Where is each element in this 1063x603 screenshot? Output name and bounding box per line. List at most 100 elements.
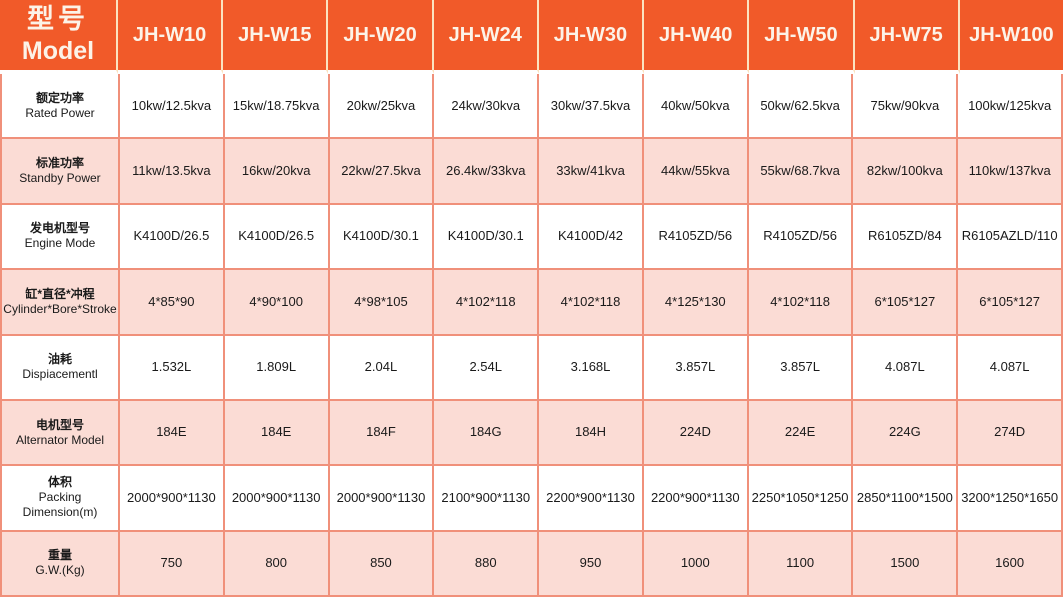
value-cell: 4*90*100 [224,270,330,336]
value-cell: 30kw/37.5kva [539,74,644,140]
value-cell: 82kw/100kva [853,139,959,205]
value-cell: 11kw/13.5kva [120,139,225,205]
value-cell: 224G [853,400,959,467]
value-cell: 1600 [958,531,1063,597]
value-cell: 100kw/125kva [958,74,1063,140]
row-label-en: Rated Power [25,105,95,120]
row-label-cn: 标准功率 [35,156,84,171]
value-cell: 224E [748,400,854,467]
value-cell: 40kw/50kva [643,74,749,140]
value-cell: 4*125*130 [643,270,749,336]
table-row: 电机型号 Alternator Model 184E 184E 184F 184G 184H… [0,400,1063,467]
value-cell: K4100D/26.5 [120,204,225,271]
value-cell: 4*85*90 [120,270,225,336]
table-row: 标准功率 Standby Power 11kw/13.5kva 16kw/20kva 2… [0,139,1063,205]
value-cell: 1100 [748,531,854,597]
value-cell: 1500 [853,531,959,597]
value-cell: 3.168L [539,335,644,401]
value-cell: 1.532L [120,335,225,401]
row-label-en: Alternator Model [15,432,105,447]
value-cell: R4105ZD/56 [643,204,749,271]
value-cell: 6*105*127 [958,270,1063,336]
row-label-cn: 额定功率 [35,90,84,105]
value-cell: 2.04L [329,335,435,401]
model-header-cell: 型号 Model [0,0,118,74]
row-label-cn: 电机型号 [35,417,84,432]
value-cell: 184H [539,400,644,467]
model-label-en: Model [21,37,95,66]
value-cell: 800 [224,531,330,597]
value-cell: 15kw/18.75kva [224,74,330,140]
value-cell: 2850*1100*1500 [853,466,959,532]
value-cell: K4100D/30.1 [434,204,540,271]
row-label: 油耗 Dispiacementl [2,335,120,401]
value-cell: 850 [329,531,435,597]
table-row: 缸*直径*冲程 Cylinder*Bore*Stroke 4*85*90 4*90*1… [0,270,1063,336]
row-label: 缸*直径*冲程 Cylinder*Bore*Stroke [2,270,120,336]
column-header-jh-w24: JH-W24 [433,0,539,74]
value-cell: 3.857L [643,335,749,401]
column-header-jh-w30: JH-W30 [538,0,645,74]
value-cell: K4100D/42 [539,204,644,271]
value-cell: R6105AZLD/110 [958,204,1063,271]
value-cell: 4.087L [958,335,1063,401]
value-cell: 274D [958,400,1063,467]
value-cell: 10kw/12.5kva [120,74,225,140]
table-row: 重量 G.W.(Kg) 750 800 850 880 950 1000 1100 1500 160… [0,531,1063,597]
value-cell: 750 [120,531,225,597]
value-cell: 3.857L [748,335,854,401]
model-label-cn: 型号 [27,3,89,34]
row-label-en: G.W.(Kg) [35,563,85,578]
column-header-jh-w20: JH-W20 [328,0,434,74]
row-label: 发电机型号 Engine Mode [2,204,120,271]
value-cell: 4.087L [853,335,959,401]
value-cell: 16kw/20kva [224,139,330,205]
value-cell: 2000*900*1130 [120,466,225,532]
value-cell: 2250*1050*1250 [748,466,854,532]
column-header-jh-w40: JH-W40 [644,0,750,74]
row-label-en: Packing Dimension(m) [22,490,98,520]
value-cell: 950 [539,531,644,597]
value-cell: K4100D/30.1 [329,204,435,271]
value-cell: 2200*900*1130 [643,466,749,532]
value-cell: 184G [434,400,540,467]
value-cell: 184E [120,400,225,467]
value-cell: 33kw/41kva [539,139,644,205]
value-cell: 24kw/30kva [434,74,540,140]
row-label-en: Cylinder*Bore*Stroke [3,301,117,316]
value-cell: 4*98*105 [329,270,435,336]
value-cell: R4105ZD/56 [748,204,854,271]
value-cell: 2200*900*1130 [539,466,644,532]
column-header-jh-w15: JH-W15 [223,0,329,74]
value-cell: R6105ZD/84 [853,204,959,271]
value-cell: 1.809L [224,335,330,401]
value-cell: 4*102*118 [434,270,540,336]
column-header-jh-w50: JH-W50 [749,0,855,74]
table-row: 体积 Packing Dimension(m) 2000*900*1130 2000*… [0,466,1063,532]
column-header-jh-w75: JH-W75 [854,0,960,74]
value-cell: 2.54L [434,335,540,401]
value-cell: 1000 [643,531,749,597]
value-cell: 2000*900*1130 [329,466,435,532]
row-label: 标准功率 Standby Power [2,139,120,205]
row-label-cn: 缸*直径*冲程 [25,286,95,301]
table-row: 额定功率 Rated Power 10kw/12.5kva 15kw/18.75kva… [0,74,1063,140]
row-label-cn: 体积 [47,475,72,490]
row-label-en: Dispiacementl [22,367,98,382]
row-label-en: Engine Mode [24,236,96,251]
row-label-cn: 油耗 [47,352,72,367]
table-row: 发电机型号 Engine Mode K4100D/26.5 K4100D/26.5 K4… [0,204,1063,271]
column-header-jh-w100: JH-W100 [959,0,1063,74]
column-header-jh-w10: JH-W10 [118,0,224,74]
table-row: 油耗 Dispiacementl 1.532L 1.809L 2.04L 2.54L 3.1… [0,335,1063,401]
value-cell: 75kw/90kva [853,74,959,140]
value-cell: 50kw/62.5kva [748,74,854,140]
value-cell: 20kw/25kva [329,74,435,140]
row-label: 体积 Packing Dimension(m) [2,466,120,532]
row-label: 额定功率 Rated Power [2,74,120,140]
value-cell: 4*102*118 [539,270,644,336]
row-label: 重量 G.W.(Kg) [2,531,120,597]
table-header-row: 型号 Model JH-W10 JH-W15 JH-W20 JH-W24 JH-W30 J… [0,0,1063,74]
value-cell: 224D [643,400,749,467]
